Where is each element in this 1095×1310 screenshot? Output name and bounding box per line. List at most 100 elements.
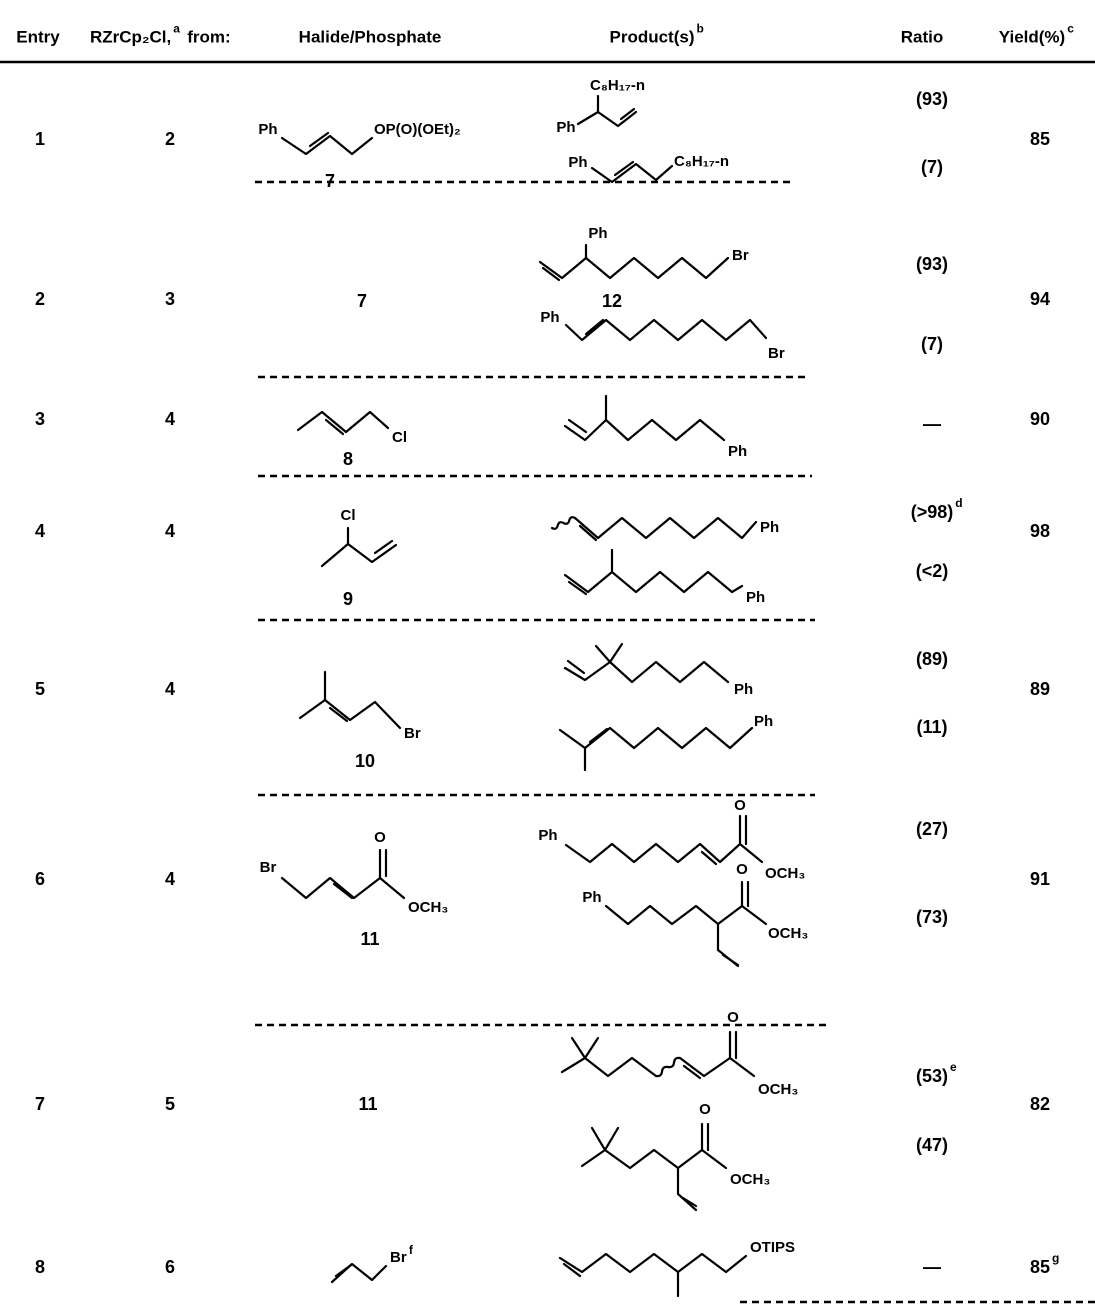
atom-label: Ph [588,225,607,242]
footnote-mark: a [173,22,180,36]
footnote-mark: g [1052,1251,1059,1265]
yield: 94 [1030,289,1050,309]
bond [585,1058,656,1076]
atom-label: C₈H₁₇-n [590,77,645,94]
bond [592,1128,605,1150]
double-bond [702,852,716,864]
atom-label: Cl [341,507,356,524]
entry-number: 5 [35,679,45,699]
double-bond [590,729,607,742]
footnote-mark: d [955,496,962,510]
compound-number: 10 [355,751,375,771]
atom-label: Ph [734,681,753,698]
column-header: from: [187,27,230,46]
double-bond [586,320,603,334]
atom-label: Ph [540,309,559,326]
atom-label: OP(O)(OEt)₂ [374,121,461,138]
bond [572,1038,585,1058]
bond [718,924,738,966]
bond [680,1058,754,1076]
atom-label: Br [768,345,785,362]
yield: 91 [1030,869,1050,889]
compound-number: 7 [357,291,367,311]
footnote-mark: f [409,1243,414,1257]
ratio: (73) [916,907,948,927]
yield: 85 [1030,129,1050,149]
bond [592,164,672,182]
double-bond [723,955,738,965]
atom-label: Ph [746,589,765,606]
atom-label: Ph [728,443,747,460]
bond [565,420,724,440]
ratio: (>98) [911,502,954,522]
column-header: Entry [16,27,60,46]
ratio: (93) [916,254,948,274]
yield: 82 [1030,1094,1050,1114]
reagent-number: 6 [165,1257,175,1277]
reagent-number: 5 [165,1094,175,1114]
bond [282,878,404,898]
bond [560,1254,746,1272]
compound-number: 12 [602,291,622,311]
entry-number: 3 [35,409,45,429]
bond [605,1128,618,1150]
yield: 85 [1030,1257,1050,1277]
atom-label: Ph [568,154,587,171]
bond [562,1058,585,1072]
entry-number: 7 [35,1094,45,1114]
bond [298,412,388,432]
yield: 98 [1030,521,1050,541]
wavy-bond [552,517,575,529]
ratio: (89) [916,649,948,669]
atom-label: Br [390,1249,407,1266]
atom-label: Ph [556,119,575,136]
atom-label: OCH₃ [730,1171,770,1188]
reagent-number: 4 [165,679,175,699]
bond [566,844,762,862]
bond [282,136,372,154]
atom-label: Ph [258,121,277,138]
ratio: (27) [916,819,948,839]
column-header: Halide/Phosphate [299,27,442,46]
atom-label: OCH₃ [768,925,808,942]
atom-label: Br [260,859,277,876]
compound-number: 11 [358,1094,377,1114]
entry-number: 2 [35,289,45,309]
ratio: (7) [921,334,943,354]
entry-number: 4 [35,521,45,541]
bond [605,1150,726,1168]
reagent-number: 4 [165,409,175,429]
bond [565,572,742,592]
atom-label: Ph [538,827,557,844]
wavy-bond [656,1058,680,1076]
atom-label: O [699,1101,711,1118]
atom-label: C₈H₁₇-n [674,153,729,170]
yield: 90 [1030,409,1050,429]
atom-label: Ph [582,889,601,906]
ratio: (93) [916,89,948,109]
bond [566,320,766,340]
yield: 89 [1030,679,1050,699]
entry-number: 1 [35,129,45,149]
ratio: — [923,1257,941,1277]
reagent-number: 4 [165,521,175,541]
ratio: (<2) [916,561,949,581]
atom-label: Ph [760,519,779,536]
bond [300,700,400,728]
bond [565,662,728,682]
atom-label: Ph [754,713,773,730]
atom-label: Cl [392,429,407,446]
reagent-number: 4 [165,869,175,889]
column-header: Yield(%) [999,27,1065,46]
reagent-number: 2 [165,129,175,149]
bond [560,728,752,748]
double-bond [334,884,352,898]
column-header: RZrCp₂Cl, [90,27,171,46]
bond [540,258,728,278]
column-header: Product(s) [610,27,695,46]
ratio: (53) [916,1066,948,1086]
bond [606,906,766,924]
bond [575,518,756,538]
ratio: (47) [916,1135,948,1155]
atom-label: Br [404,725,421,742]
